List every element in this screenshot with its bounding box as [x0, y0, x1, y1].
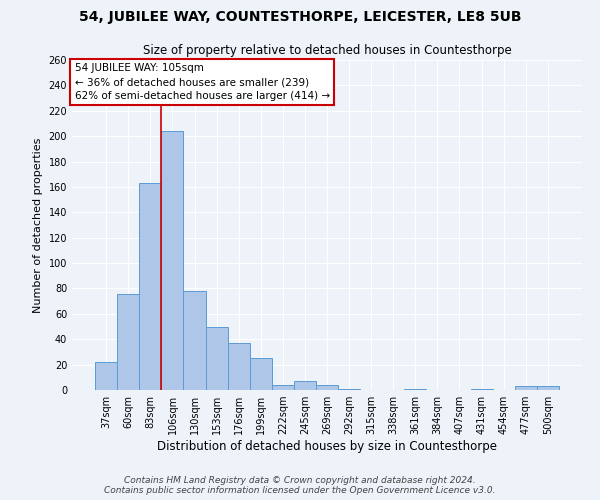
Bar [272, 385, 294, 390]
Bar [161, 131, 184, 390]
Title: Size of property relative to detached houses in Countesthorpe: Size of property relative to detached ho… [143, 44, 511, 58]
Text: 54, JUBILEE WAY, COUNTESTHORPE, LEICESTER, LE8 5UB: 54, JUBILEE WAY, COUNTESTHORPE, LEICESTE… [79, 10, 521, 24]
Text: Contains HM Land Registry data © Crown copyright and database right 2024.
Contai: Contains HM Land Registry data © Crown c… [104, 476, 496, 495]
Bar [184, 291, 206, 390]
Bar [139, 183, 161, 390]
Bar [404, 388, 427, 390]
Bar [227, 343, 250, 390]
Text: 54 JUBILEE WAY: 105sqm
← 36% of detached houses are smaller (239)
62% of semi-de: 54 JUBILEE WAY: 105sqm ← 36% of detached… [74, 64, 329, 102]
Bar [250, 358, 272, 390]
Bar [537, 386, 559, 390]
Bar [117, 294, 139, 390]
Bar [515, 386, 537, 390]
X-axis label: Distribution of detached houses by size in Countesthorpe: Distribution of detached houses by size … [157, 440, 497, 453]
Bar [316, 385, 338, 390]
Bar [338, 388, 360, 390]
Bar [294, 381, 316, 390]
Bar [95, 362, 117, 390]
Bar [206, 326, 227, 390]
Bar [470, 388, 493, 390]
Y-axis label: Number of detached properties: Number of detached properties [33, 138, 43, 312]
